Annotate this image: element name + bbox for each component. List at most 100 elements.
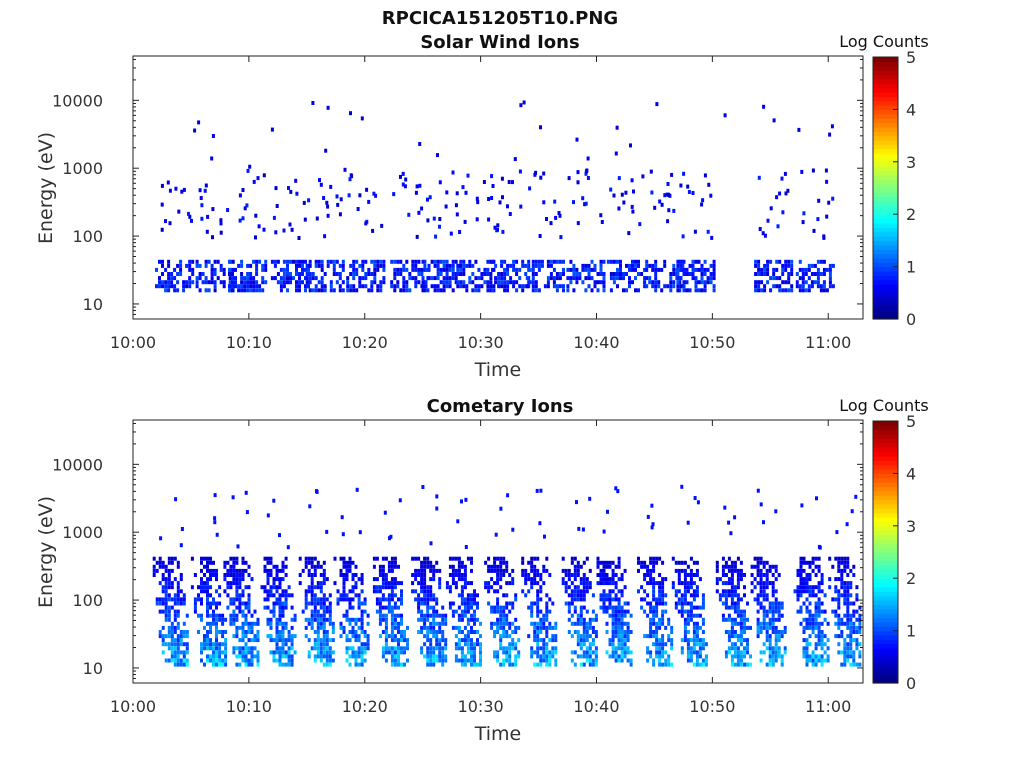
heatmap-cell bbox=[411, 263, 415, 268]
heatmap-cell bbox=[614, 613, 618, 618]
heatmap-cell bbox=[805, 621, 809, 626]
heatmap-cell bbox=[403, 184, 407, 189]
heatmap-cell bbox=[518, 267, 522, 272]
heatmap-cell bbox=[231, 280, 234, 285]
heatmap-cell bbox=[545, 630, 549, 634]
heatmap-cell bbox=[858, 654, 862, 659]
heatmap-cell bbox=[777, 630, 781, 634]
heatmap-cell bbox=[483, 272, 487, 276]
heatmap-cell bbox=[241, 621, 245, 626]
heatmap-cell bbox=[680, 613, 684, 618]
heatmap-cell bbox=[301, 263, 304, 268]
heatmap-cell bbox=[614, 617, 618, 622]
colorbar-segment bbox=[873, 447, 898, 453]
heatmap-cell bbox=[444, 654, 448, 659]
heatmap-cell bbox=[210, 280, 214, 285]
heatmap-cell bbox=[533, 601, 537, 606]
heatmap-cell bbox=[489, 284, 493, 289]
heatmap-cell bbox=[715, 589, 719, 594]
heatmap-cell bbox=[460, 560, 464, 565]
heatmap-cell bbox=[674, 589, 678, 594]
heatmap-cell bbox=[229, 585, 233, 590]
heatmap-cell bbox=[849, 593, 853, 598]
heatmap-cell bbox=[179, 573, 183, 577]
heatmap-cell bbox=[599, 581, 603, 586]
heatmap-cell bbox=[360, 617, 364, 622]
heatmap-cell bbox=[843, 581, 847, 586]
heatmap-cell bbox=[765, 621, 769, 626]
heatmap-cell bbox=[272, 498, 276, 503]
heatmap-cell bbox=[466, 617, 470, 622]
heatmap-cell bbox=[493, 556, 497, 561]
heatmap-cell bbox=[808, 613, 812, 618]
heatmap-cell bbox=[602, 284, 606, 289]
heatmap-cell bbox=[689, 605, 693, 610]
heatmap-cell bbox=[585, 556, 589, 561]
heatmap-cell bbox=[269, 573, 273, 577]
heatmap-cell bbox=[817, 556, 821, 561]
heatmap-cell bbox=[215, 654, 218, 659]
heatmap-cell bbox=[345, 658, 349, 663]
heatmap-cell bbox=[393, 284, 397, 289]
heatmap-cell bbox=[331, 621, 335, 626]
heatmap-cell bbox=[759, 621, 763, 626]
heatmap-cell bbox=[777, 646, 781, 651]
heatmap-cell bbox=[261, 263, 265, 268]
heatmap-cell bbox=[496, 573, 500, 577]
heatmap-cell bbox=[554, 634, 558, 639]
heatmap-cell bbox=[269, 634, 273, 639]
heatmap-cell bbox=[206, 630, 209, 634]
heatmap-cell bbox=[408, 272, 412, 276]
heatmap-cell bbox=[366, 638, 370, 643]
heatmap-cell bbox=[798, 267, 802, 272]
heatmap-cell bbox=[570, 560, 574, 565]
heatmap-cell bbox=[517, 638, 521, 643]
heatmap-cell bbox=[466, 609, 470, 614]
heatmap-cell bbox=[287, 658, 291, 663]
heatmap-cell bbox=[354, 630, 358, 634]
heatmap-cell bbox=[743, 638, 746, 643]
heatmap-cell bbox=[652, 658, 656, 663]
heatmap-cell bbox=[223, 564, 227, 569]
heatmap-cell bbox=[814, 654, 818, 659]
solar-wind-title: Solar Wind Ions bbox=[420, 32, 579, 53]
heatmap-cell bbox=[817, 597, 821, 602]
heatmap-cell bbox=[384, 646, 388, 651]
heatmap-cell bbox=[533, 621, 537, 626]
heatmap-cell bbox=[612, 193, 616, 198]
heatmap-cell bbox=[310, 589, 314, 594]
heatmap-cell bbox=[501, 195, 504, 200]
heatmap-cell bbox=[235, 573, 239, 577]
heatmap-cell bbox=[620, 192, 624, 197]
heatmap-cell bbox=[435, 621, 439, 626]
heatmap-cell bbox=[503, 259, 507, 264]
colorbar-segment bbox=[873, 591, 898, 597]
heatmap-cell bbox=[206, 638, 209, 643]
heatmap-cell bbox=[804, 267, 808, 272]
heatmap-cell bbox=[466, 601, 470, 606]
heatmap-cell bbox=[454, 642, 458, 647]
heatmap-cell bbox=[276, 272, 280, 276]
heatmap-cell bbox=[210, 272, 214, 276]
heatmap-cell bbox=[559, 235, 563, 240]
heatmap-cell bbox=[517, 625, 521, 630]
heatmap-cell bbox=[429, 541, 433, 546]
heatmap-cell bbox=[849, 601, 853, 606]
heatmap-cell bbox=[537, 267, 541, 272]
heatmap-cell bbox=[849, 581, 853, 586]
heatmap-cell bbox=[451, 609, 455, 614]
heatmap-cell bbox=[293, 617, 297, 622]
heatmap-cell bbox=[301, 272, 304, 276]
heatmap-cell bbox=[417, 556, 421, 561]
heatmap-cell bbox=[703, 267, 707, 272]
heatmap-cell bbox=[588, 654, 592, 659]
heatmap-cell bbox=[307, 568, 311, 573]
heatmap-cell bbox=[777, 650, 781, 655]
heatmap-cell bbox=[795, 280, 799, 285]
heatmap-cell bbox=[441, 634, 445, 639]
heatmap-cell bbox=[229, 581, 233, 586]
heatmap-cell bbox=[695, 662, 699, 667]
heatmap-cell bbox=[173, 609, 177, 614]
heatmap-cell bbox=[170, 625, 174, 630]
heatmap-cell bbox=[462, 263, 466, 268]
